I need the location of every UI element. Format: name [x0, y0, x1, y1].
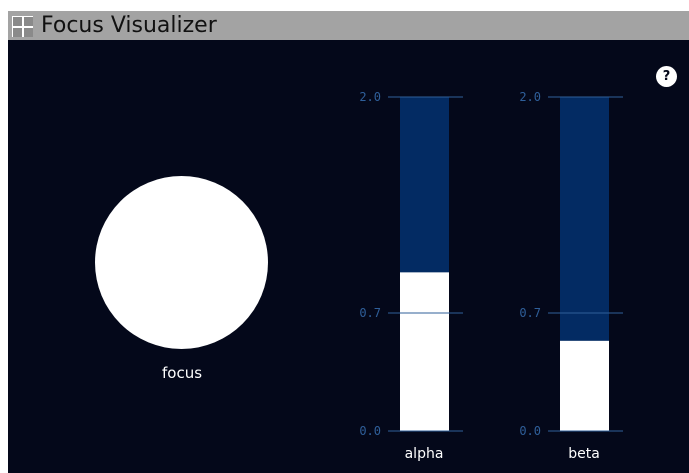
meter-fill-alpha [400, 272, 449, 431]
meter-panel: 2.0 0.7 0.0 alpha 2.0 0.7 0.0 beta [359, 90, 623, 462]
meter-label-alpha: alpha [405, 446, 444, 462]
window-titlebar[interactable]: Focus Visualizer [8, 11, 689, 40]
focus-label: focus [161, 364, 203, 382]
meter-tick-label-alpha: 0.7 [359, 306, 381, 320]
help-icon[interactable]: ? [656, 66, 677, 87]
focus-indicator-circle [95, 176, 268, 349]
grid-window-icon [12, 16, 33, 37]
meter-tick-label-beta: 2.0 [519, 90, 541, 104]
meter-tick-label-alpha: 0.0 [359, 424, 381, 438]
meter-tick-label-alpha: 2.0 [359, 90, 381, 104]
window-title: Focus Visualizer [41, 13, 217, 38]
meter-tick-label-beta: 0.0 [519, 424, 541, 438]
visualizer-canvas: ? focus 2.0 0.7 0.0 alpha 2.0 0.7 0.0 beta [8, 40, 689, 473]
meter-fill-beta [560, 340, 609, 431]
meter-label-beta: beta [568, 446, 600, 462]
meter-tick-label-beta: 0.7 [519, 306, 541, 320]
